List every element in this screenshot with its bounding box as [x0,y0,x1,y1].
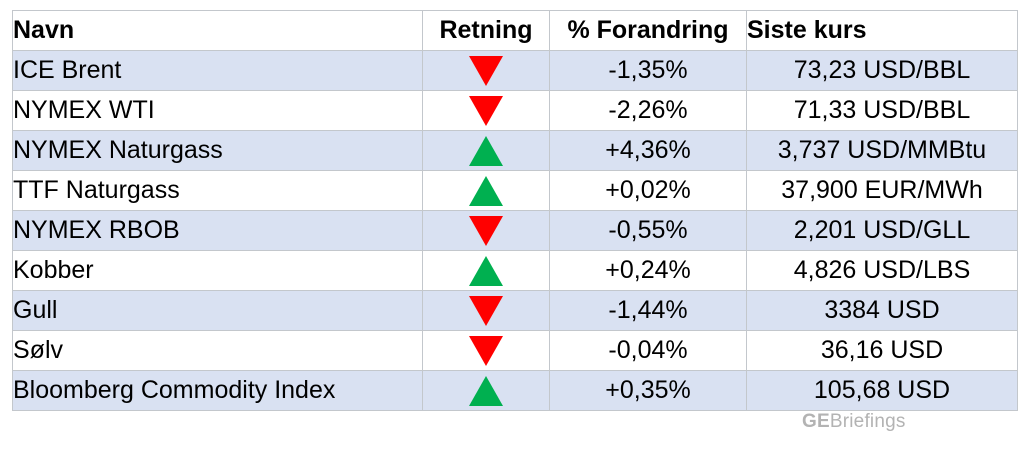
table-row: ICE Brent -1,35% 73,23 USD/BBL [12,50,1018,91]
down-triangle-icon [469,95,503,126]
percent-change: +0,24% [549,250,747,291]
percent-change: +0,35% [549,370,747,411]
up-triangle-icon [469,175,503,206]
table-row: NYMEX RBOB -0,55% 2,201 USD/GLL [12,210,1018,251]
direction-cell [422,130,550,171]
direction-cell [422,210,550,251]
direction-cell [422,170,550,211]
direction-cell [422,370,550,411]
last-price: 71,33 USD/BBL [746,90,1018,131]
percent-change: +4,36% [549,130,747,171]
commodity-name: NYMEX Naturgass [12,130,423,171]
direction-cell [422,330,550,371]
direction-cell [422,250,550,291]
commodity-table: Navn Retning % Forandring Siste kurs ICE… [12,10,1018,411]
commodity-name: Sølv [12,330,423,371]
watermark-regular: Briefings [829,411,906,432]
table-row: NYMEX Naturgass +4,36% 3,737 USD/MMBtu [12,130,1018,171]
percent-change: -0,55% [549,210,747,251]
commodity-name: Kobber [12,250,423,291]
percent-change: -1,44% [549,290,747,331]
up-triangle-icon [469,375,503,406]
commodity-name: Bloomberg Commodity Index [12,370,423,411]
table-row: Bloomberg Commodity Index +0,35% 105,68 US… [12,370,1018,411]
watermark-bold: GE [802,411,830,432]
last-price: 2,201 USD/GLL [746,210,1018,251]
percent-change: +0,02% [549,170,747,211]
header-direction: Retning [422,10,550,51]
table-row: NYMEX WTI -2,26% 71,33 USD/BBL [12,90,1018,131]
up-triangle-icon [469,255,503,286]
table-row: Kobber +0,24% 4,826 USD/LBS [12,250,1018,291]
table-row: Gull -1,44% 3384 USD [12,290,1018,331]
table-body: ICE Brent -1,35% 73,23 USD/BBL NYMEX WTI -2,… [12,50,1018,411]
down-triangle-icon [469,335,503,366]
table-header-row: Navn Retning % Forandring Siste kurs [12,10,1018,51]
commodity-name: NYMEX WTI [12,90,423,131]
up-triangle-icon [469,135,503,166]
last-price: 73,23 USD/BBL [746,50,1018,91]
table-row: TTF Naturgass +0,02% 37,900 EUR/MWh [12,170,1018,211]
direction-cell [422,50,550,91]
down-triangle-icon [469,215,503,246]
commodity-name: TTF Naturgass [12,170,423,211]
commodity-name: NYMEX RBOB [12,210,423,251]
last-price: 105,68 USD [746,370,1018,411]
last-price: 36,16 USD [746,330,1018,371]
last-price: 3384 USD [746,290,1018,331]
direction-cell [422,290,550,331]
table-row: Sølv -0,04% 36,16 USD [12,330,1018,371]
last-price: 3,737 USD/MMBtu [746,130,1018,171]
commodity-name: ICE Brent [12,50,423,91]
last-price: 4,826 USD/LBS [746,250,1018,291]
header-change: % Forandring [549,10,747,51]
percent-change: -2,26% [549,90,747,131]
percent-change: -0,04% [549,330,747,371]
watermark: GEBriefings [802,411,906,433]
down-triangle-icon [469,55,503,86]
header-last-price: Siste kurs [746,10,1018,51]
direction-cell [422,90,550,131]
commodity-name: Gull [12,290,423,331]
last-price: 37,900 EUR/MWh [746,170,1018,211]
percent-change: -1,35% [549,50,747,91]
header-name: Navn [12,10,423,51]
down-triangle-icon [469,295,503,326]
